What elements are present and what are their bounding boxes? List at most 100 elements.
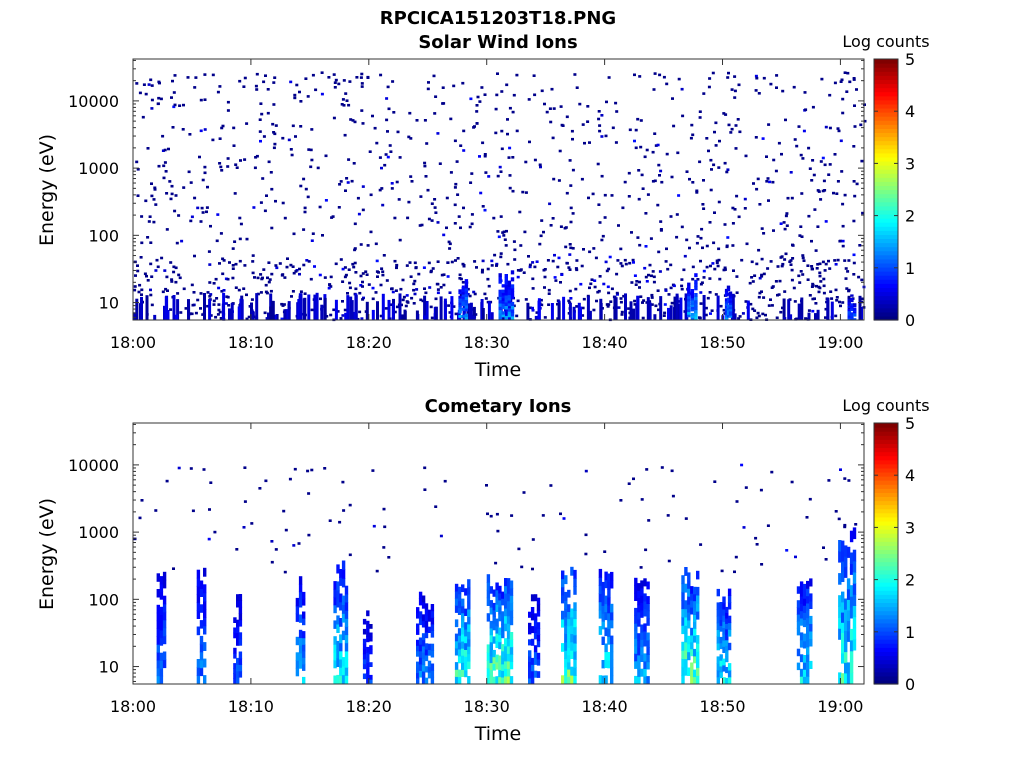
count-pixel bbox=[221, 303, 225, 320]
burst-pixel bbox=[341, 560, 346, 570]
burst-pixel bbox=[498, 296, 502, 301]
colorbar-swatch bbox=[874, 71, 898, 76]
burst-pixel bbox=[607, 597, 611, 606]
burst-pixel bbox=[504, 623, 508, 632]
count-pixel bbox=[571, 212, 575, 215]
count-pixel bbox=[633, 274, 637, 277]
count-pixel bbox=[371, 114, 374, 118]
count-pixel bbox=[813, 208, 817, 211]
burst-pixel bbox=[564, 675, 568, 684]
burst-pixel bbox=[607, 581, 611, 590]
count-pixel bbox=[744, 486, 748, 489]
count-pixel bbox=[338, 520, 342, 524]
burst-pixel bbox=[646, 661, 650, 670]
count-pixel bbox=[715, 261, 719, 265]
burst-pixel bbox=[421, 595, 426, 603]
count-pixel bbox=[240, 299, 244, 320]
burst-pixel bbox=[302, 591, 306, 599]
count-pixel bbox=[532, 74, 536, 77]
count-pixel bbox=[496, 230, 500, 233]
burst-pixel bbox=[504, 291, 508, 296]
burst-pixel bbox=[159, 629, 164, 639]
count-pixel bbox=[302, 228, 306, 231]
count-pixel bbox=[853, 125, 857, 128]
count-pixel bbox=[839, 468, 842, 471]
burst-pixel bbox=[458, 310, 462, 314]
burst-pixel bbox=[853, 310, 857, 312]
count-pixel bbox=[755, 543, 759, 546]
burst-pixel bbox=[570, 675, 574, 684]
count-pixel bbox=[478, 100, 482, 103]
count-pixel bbox=[164, 287, 168, 291]
count-pixel bbox=[290, 295, 293, 298]
colorbar-swatch bbox=[874, 439, 898, 444]
burst-pixel bbox=[646, 639, 650, 648]
count-pixel bbox=[150, 303, 154, 307]
count-pixel bbox=[407, 200, 411, 204]
count-pixel bbox=[399, 287, 403, 291]
count-pixel bbox=[275, 314, 279, 320]
burst-pixel bbox=[696, 586, 700, 596]
count-pixel bbox=[556, 302, 559, 306]
count-pixel bbox=[273, 76, 277, 79]
count-pixel bbox=[804, 317, 808, 320]
burst-pixel bbox=[564, 641, 568, 651]
count-pixel bbox=[153, 186, 157, 190]
burst-pixel bbox=[690, 293, 695, 297]
count-pixel bbox=[538, 163, 542, 167]
burst-pixel bbox=[601, 675, 605, 684]
burst-pixel bbox=[838, 551, 842, 563]
count-pixel bbox=[187, 299, 190, 320]
count-pixel bbox=[790, 278, 794, 282]
count-pixel bbox=[774, 280, 778, 283]
count-pixel bbox=[615, 291, 619, 295]
burst-pixel bbox=[495, 633, 499, 641]
count-pixel bbox=[189, 181, 193, 184]
count-pixel bbox=[645, 148, 649, 152]
count-pixel bbox=[827, 479, 831, 482]
colorbar-swatch bbox=[874, 602, 898, 608]
count-pixel bbox=[430, 219, 434, 222]
count-pixel bbox=[822, 284, 826, 288]
count-pixel bbox=[782, 298, 786, 320]
burst-pixel bbox=[302, 631, 306, 639]
count-pixel bbox=[570, 129, 574, 133]
count-pixel bbox=[528, 140, 531, 144]
burst-pixel bbox=[418, 663, 423, 671]
burst-pixel bbox=[716, 642, 720, 651]
count-pixel bbox=[487, 284, 491, 288]
count-pixel bbox=[495, 512, 499, 516]
burst-pixel bbox=[844, 672, 848, 684]
burst-pixel bbox=[233, 647, 237, 654]
count-pixel bbox=[644, 275, 648, 279]
count-pixel bbox=[372, 524, 376, 528]
y-tick-label: 10 bbox=[99, 294, 119, 313]
colorbar-swatch bbox=[874, 606, 898, 612]
count-pixel bbox=[243, 500, 247, 503]
count-pixel bbox=[242, 85, 246, 88]
count-pixel bbox=[662, 75, 666, 79]
burst-pixel bbox=[567, 669, 571, 677]
count-pixel bbox=[699, 302, 703, 305]
colorbar-swatch bbox=[874, 427, 898, 432]
burst-pixel bbox=[684, 608, 688, 618]
count-pixel bbox=[429, 305, 433, 309]
burst-pixel bbox=[573, 610, 577, 620]
burst-pixel bbox=[696, 651, 700, 660]
count-pixel bbox=[203, 98, 207, 101]
colorbar-swatch bbox=[874, 299, 898, 305]
burst-pixel bbox=[467, 579, 471, 588]
count-pixel bbox=[170, 278, 174, 281]
burst-pixel bbox=[690, 634, 694, 643]
burst-pixel bbox=[601, 621, 605, 630]
burst-pixel bbox=[564, 575, 568, 585]
count-pixel bbox=[666, 267, 670, 271]
burst-pixel bbox=[509, 632, 514, 640]
burst-pixel bbox=[696, 611, 700, 620]
burst-pixel bbox=[604, 603, 608, 613]
burst-pixel bbox=[333, 589, 337, 598]
count-pixel bbox=[714, 121, 718, 125]
count-pixel bbox=[178, 276, 182, 280]
burst-pixel bbox=[533, 670, 538, 678]
count-pixel bbox=[453, 186, 457, 189]
